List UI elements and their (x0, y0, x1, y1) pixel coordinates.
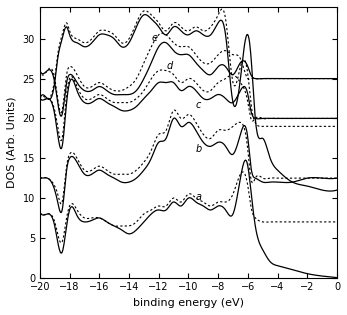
Text: c: c (196, 100, 201, 111)
Text: a: a (196, 192, 202, 202)
Text: b: b (196, 144, 202, 154)
Y-axis label: DOS (Arb. Units): DOS (Arb. Units) (7, 96, 17, 188)
Text: e: e (151, 33, 157, 43)
Text: d: d (166, 60, 172, 71)
X-axis label: binding energy (eV): binding energy (eV) (133, 298, 244, 308)
